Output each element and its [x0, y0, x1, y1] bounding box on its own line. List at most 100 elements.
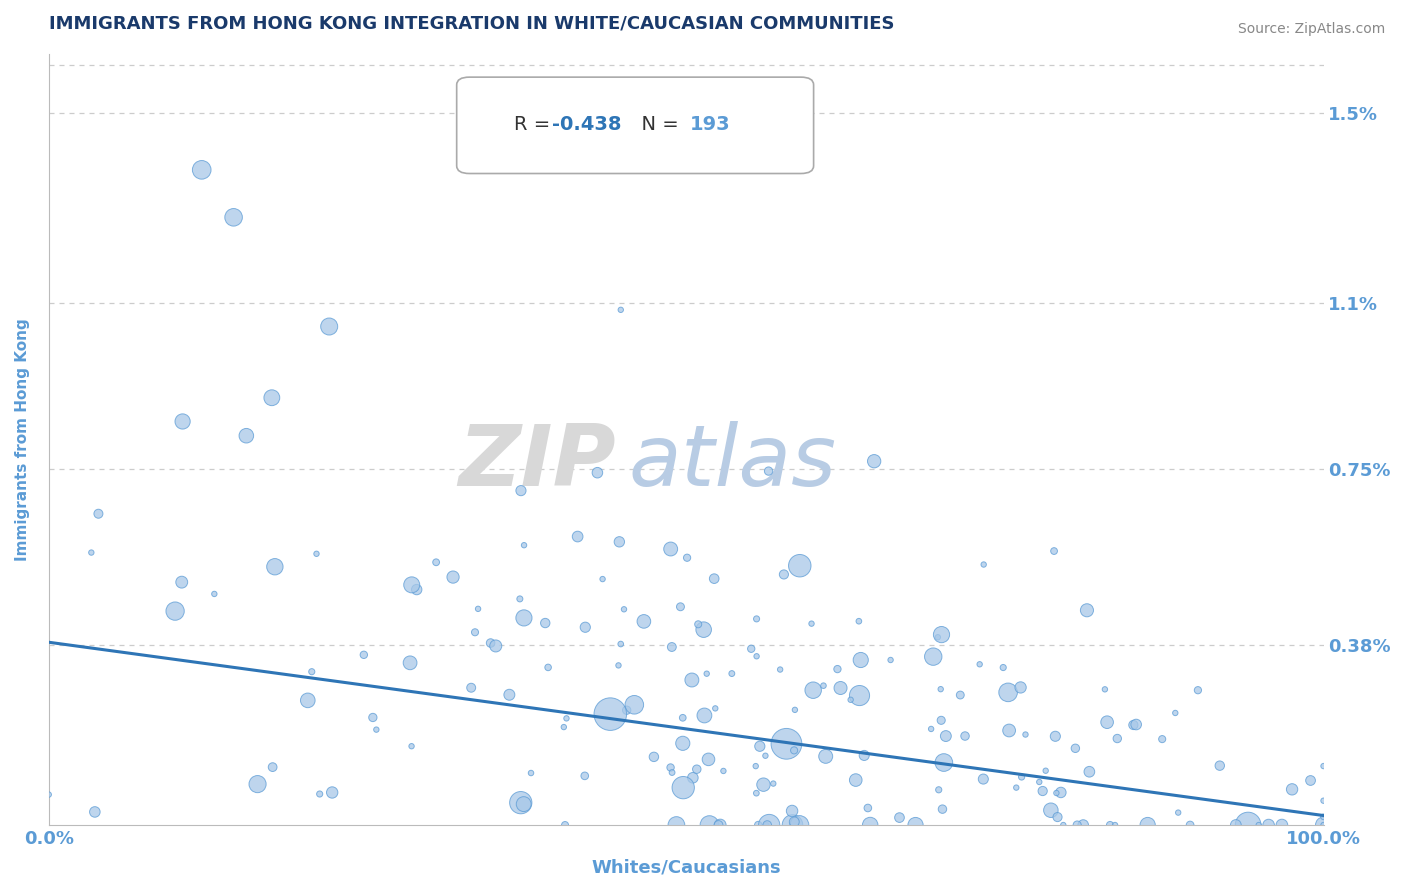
Point — [574, 620, 596, 634]
Point — [366, 723, 388, 737]
Point — [399, 656, 422, 670]
Point — [789, 818, 811, 832]
Point — [927, 630, 949, 644]
Point — [800, 616, 823, 631]
Point — [745, 786, 768, 800]
Point — [553, 720, 575, 734]
Point — [756, 818, 779, 832]
Point — [1039, 803, 1062, 817]
Point — [1125, 717, 1147, 731]
Point — [599, 707, 621, 722]
Text: ZIP: ZIP — [458, 421, 616, 504]
Point — [769, 663, 792, 677]
Point — [920, 722, 942, 736]
Point — [758, 464, 780, 478]
Point — [534, 615, 557, 630]
Point — [949, 688, 972, 702]
Point — [1011, 770, 1033, 784]
Point — [1043, 544, 1066, 558]
Point — [814, 749, 837, 764]
Point — [879, 653, 901, 667]
Point — [554, 818, 576, 832]
Point — [607, 658, 630, 673]
Point — [813, 679, 835, 693]
Point — [520, 766, 543, 780]
Point — [425, 555, 447, 569]
Point — [1225, 818, 1247, 832]
Point — [703, 572, 725, 586]
Point — [931, 802, 953, 816]
Point — [1045, 786, 1067, 800]
Point — [513, 538, 536, 552]
Point — [745, 649, 768, 664]
Point — [849, 653, 872, 667]
Point — [665, 818, 688, 832]
Point — [863, 454, 886, 468]
Point — [609, 637, 631, 651]
Point — [801, 683, 824, 698]
Point — [172, 415, 194, 429]
Point — [922, 649, 945, 664]
Point — [1237, 818, 1260, 832]
Point — [721, 666, 744, 681]
Point — [460, 681, 482, 695]
X-axis label: Whites/Caucasians: Whites/Caucasians — [592, 859, 780, 877]
Point — [848, 689, 870, 703]
Point — [1312, 818, 1334, 832]
Point — [485, 639, 508, 653]
Point — [1312, 794, 1334, 808]
Point — [1167, 805, 1189, 820]
Point — [688, 617, 710, 632]
Point — [713, 764, 735, 778]
Point — [1046, 810, 1069, 824]
Text: IMMIGRANTS FROM HONG KONG INTEGRATION IN WHITE/CAUCASIAN COMMUNITIES: IMMIGRANTS FROM HONG KONG INTEGRATION IN… — [49, 15, 894, 33]
Point — [659, 760, 682, 774]
Point — [856, 801, 879, 815]
Point — [783, 814, 806, 829]
Point — [1312, 759, 1334, 773]
Point — [848, 614, 870, 628]
Point — [301, 665, 323, 679]
Point — [997, 685, 1019, 699]
Point — [672, 736, 695, 750]
Point — [1281, 782, 1303, 797]
Point — [305, 547, 328, 561]
Point — [973, 558, 995, 572]
Point — [616, 703, 638, 717]
Point — [1247, 818, 1270, 832]
Point — [972, 772, 994, 786]
Point — [607, 534, 630, 549]
Point — [510, 483, 533, 498]
Point — [1312, 818, 1334, 832]
Point — [752, 778, 775, 792]
Point — [928, 782, 950, 797]
Point — [661, 640, 683, 654]
Point — [1299, 773, 1322, 788]
Point — [1032, 784, 1054, 798]
Point — [555, 711, 578, 725]
Text: R =: R = — [515, 115, 557, 135]
Point — [479, 636, 502, 650]
Point — [509, 591, 531, 606]
Point — [748, 739, 770, 754]
Point — [699, 818, 721, 832]
Point — [682, 771, 704, 785]
Point — [747, 818, 769, 832]
Point — [745, 612, 768, 626]
Point — [567, 530, 589, 544]
Point — [969, 657, 991, 672]
Point — [783, 743, 806, 757]
Point — [1094, 682, 1116, 697]
Point — [80, 545, 103, 559]
Point — [1107, 731, 1129, 746]
Point — [1050, 785, 1073, 799]
Text: Source: ZipAtlas.com: Source: ZipAtlas.com — [1237, 22, 1385, 37]
Point — [405, 582, 427, 597]
Point — [202, 587, 225, 601]
Point — [610, 302, 633, 317]
Point — [993, 660, 1015, 674]
Point — [672, 780, 695, 795]
Point — [783, 703, 806, 717]
Point — [839, 693, 862, 707]
Point — [672, 711, 695, 725]
